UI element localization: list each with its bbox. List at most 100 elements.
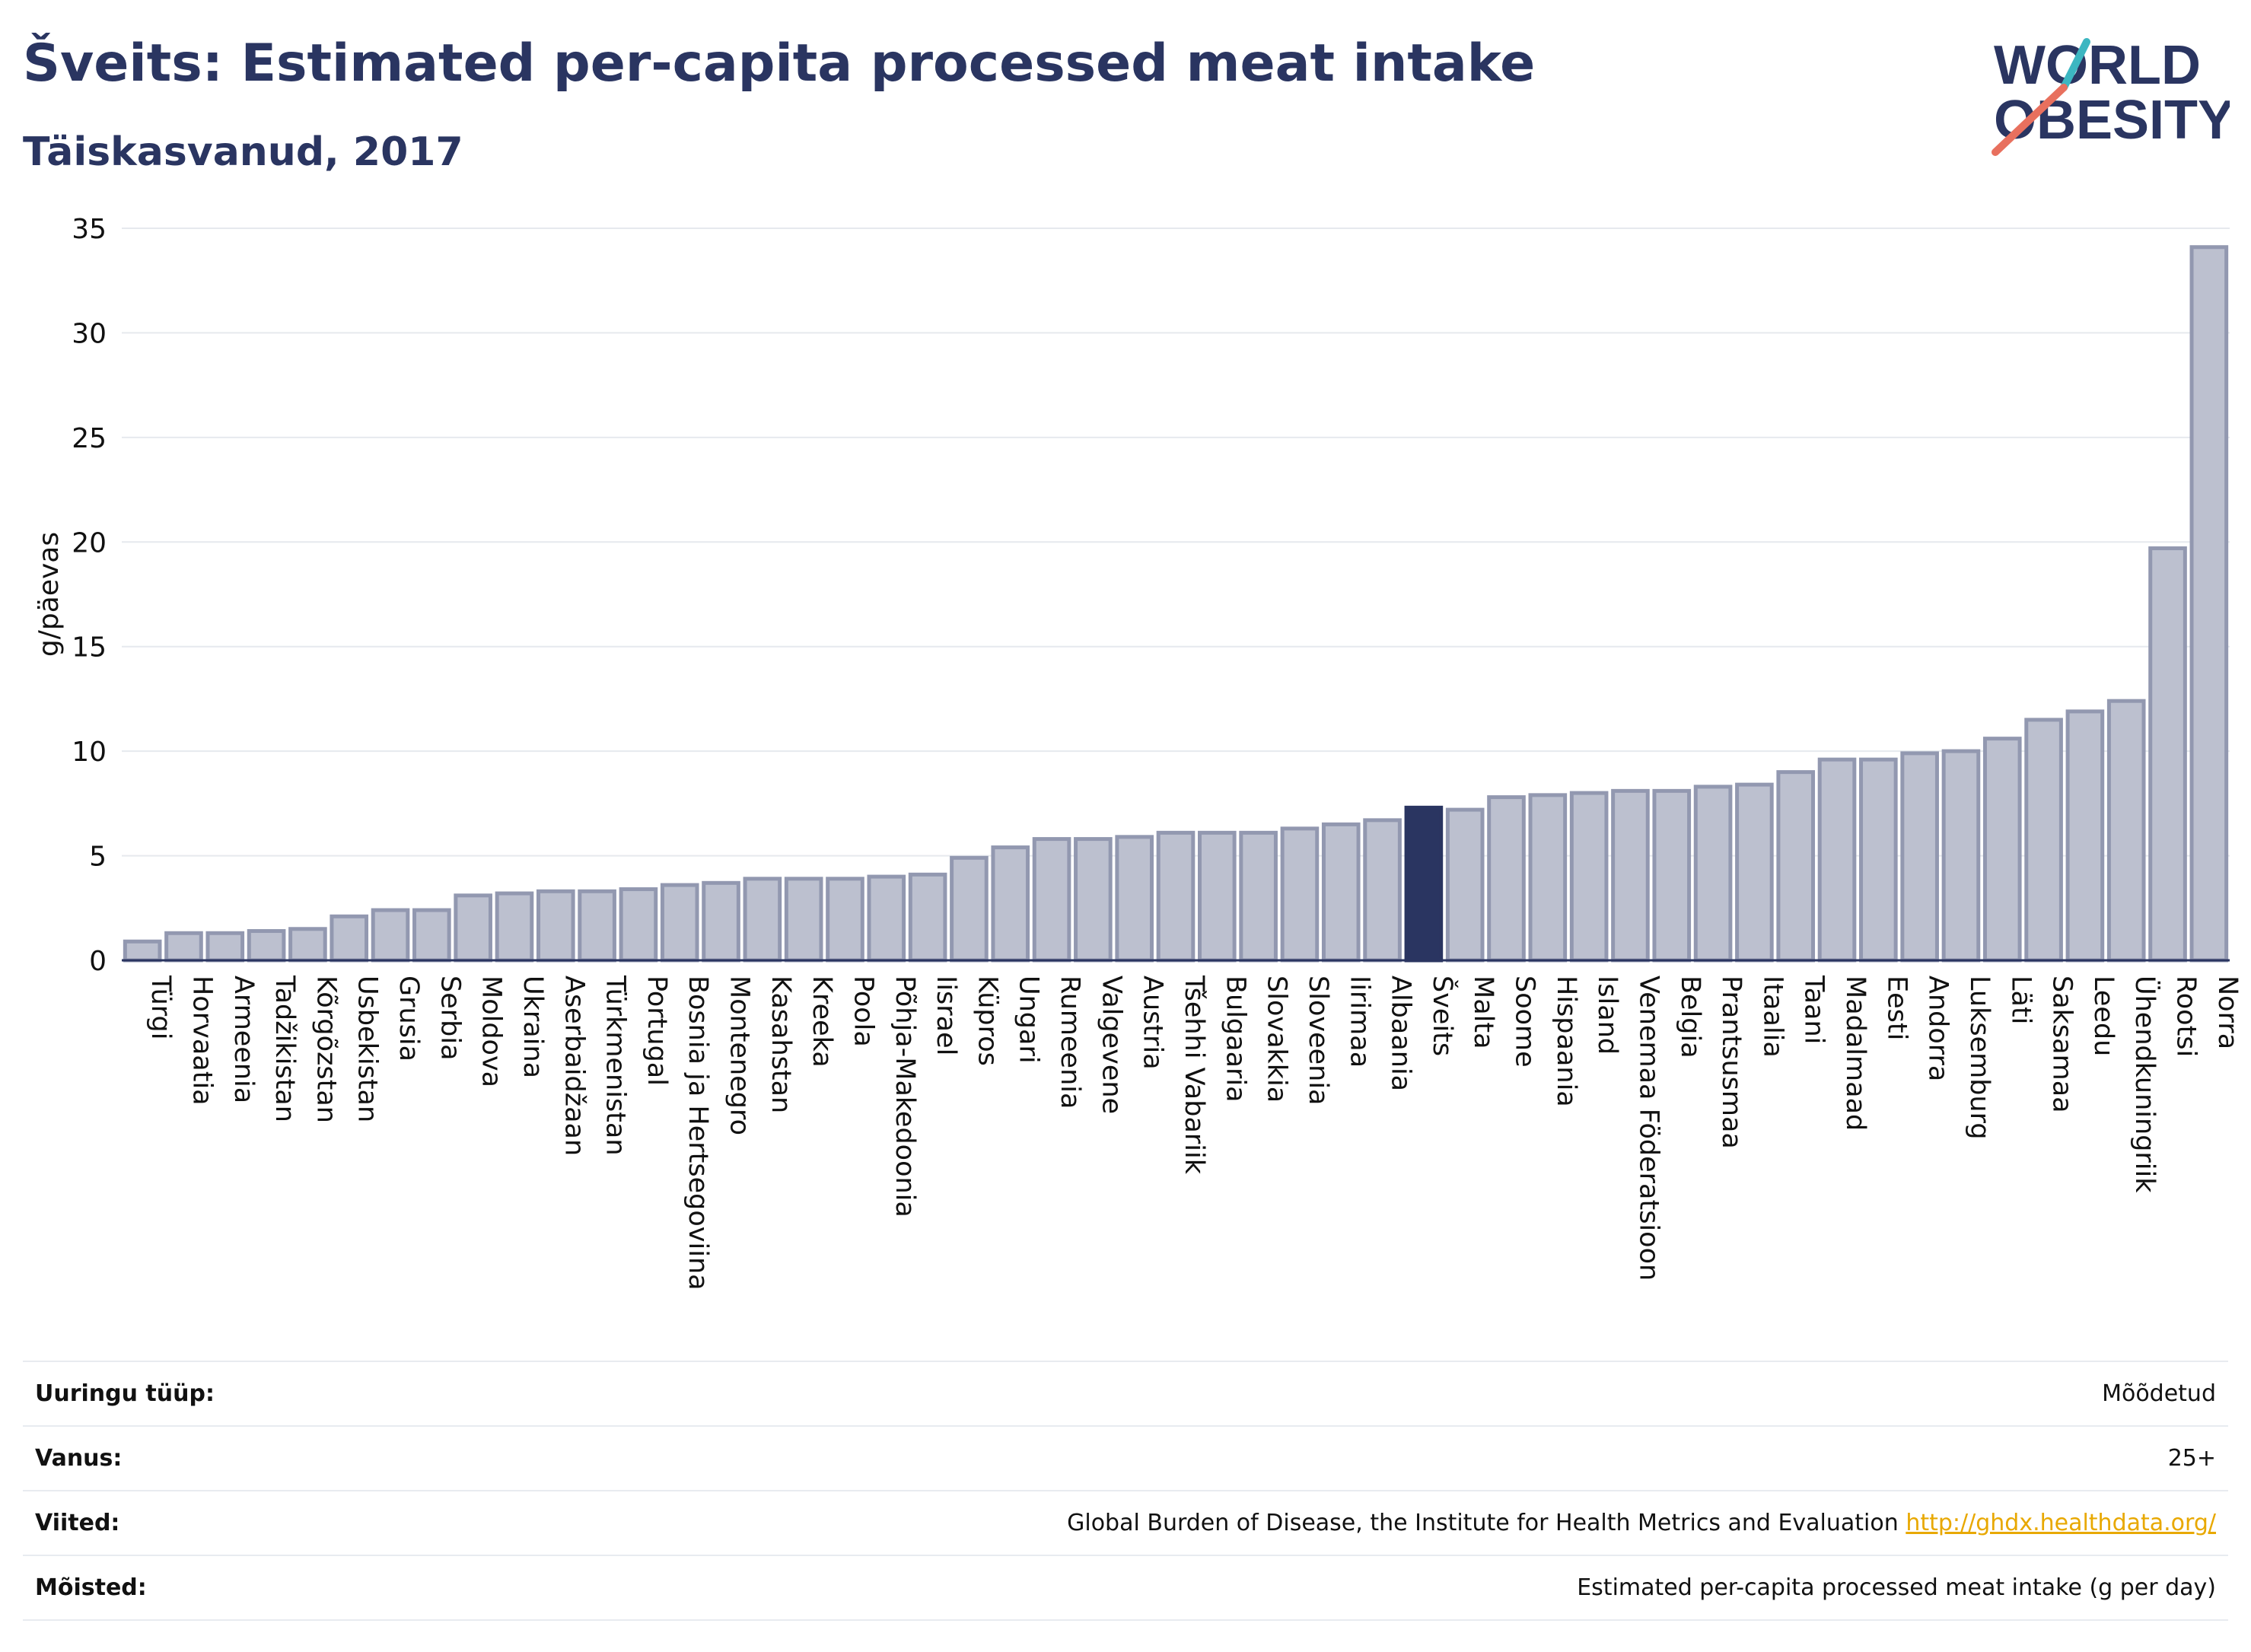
y-tick-label: 20 xyxy=(72,527,107,559)
x-tick-label: Portugal xyxy=(642,976,672,1086)
bar[interactable] xyxy=(1528,793,1568,963)
x-tick-label: Türkmenistan xyxy=(600,975,631,1156)
x-tick-label: Bosnia ja Hertsegoviina xyxy=(683,976,713,1291)
y-tick-label: 10 xyxy=(72,737,107,768)
bar[interactable] xyxy=(1156,830,1196,963)
bar[interactable] xyxy=(1900,751,1939,963)
x-tick-label: Eesti xyxy=(1881,976,1912,1040)
world-obesity-logo: WORLD OBESITY xyxy=(1992,35,2230,156)
bar[interactable] xyxy=(619,887,658,963)
bar[interactable] xyxy=(247,929,286,963)
bar[interactable] xyxy=(1074,837,1113,963)
bar[interactable] xyxy=(1198,830,1237,963)
x-tick-label: Rumeenia xyxy=(1055,976,1085,1109)
bar[interactable] xyxy=(288,927,327,963)
bar[interactable] xyxy=(330,914,369,963)
logo-slash-teal xyxy=(2060,38,2090,91)
x-tick-label: Serbia xyxy=(435,976,465,1061)
x-tick-label: Grusia xyxy=(393,976,424,1062)
x-tick-label: Iirimaa xyxy=(1344,976,1374,1068)
bar[interactable] xyxy=(2024,718,2063,963)
bar[interactable] xyxy=(1859,757,1898,963)
x-tick-label: Horvaatia xyxy=(186,976,217,1106)
bar[interactable] xyxy=(1404,805,1444,963)
bar[interactable] xyxy=(784,877,823,963)
bar[interactable] xyxy=(1817,757,1857,963)
bar[interactable] xyxy=(1321,822,1361,963)
meta-value: 25+ xyxy=(2167,1445,2216,1472)
x-tick-label: Norra xyxy=(2212,976,2243,1049)
x-tick-label: Valgevene xyxy=(1096,976,1126,1114)
x-tick-label: Aserbaidžaan xyxy=(559,976,589,1156)
y-tick-label: 0 xyxy=(89,946,107,977)
bar[interactable] xyxy=(2189,245,2229,963)
bar[interactable] xyxy=(908,872,947,963)
bar[interactable] xyxy=(1115,835,1154,963)
bar[interactable] xyxy=(123,939,162,963)
bar[interactable] xyxy=(950,855,989,963)
bar[interactable] xyxy=(454,893,492,963)
bar[interactable] xyxy=(1982,737,2022,963)
x-tick-label: Saksamaa xyxy=(2047,976,2077,1113)
y-tick-label: 15 xyxy=(72,632,107,664)
bar-chart: 0 5 10 15 20 25 30 35 Türgi Horvaatia Armeenia Tad… xyxy=(33,214,2243,1291)
bar[interactable] xyxy=(743,877,782,963)
bar[interactable] xyxy=(826,877,864,963)
x-tick-label: Tšehhi Vabariik xyxy=(1179,975,1209,1175)
bar[interactable] xyxy=(1569,791,1609,963)
bar[interactable] xyxy=(1280,826,1320,963)
y-tick-label: 25 xyxy=(72,423,107,454)
bar[interactable] xyxy=(1032,837,1071,963)
x-tick-label: Luksemburg xyxy=(1964,976,1995,1140)
x-tick-label: Andorra xyxy=(1923,976,1953,1081)
reference-link[interactable]: http://ghdx.healthdata.org/ xyxy=(1906,1510,2216,1536)
bar[interactable] xyxy=(867,874,906,963)
bar[interactable] xyxy=(578,889,616,963)
x-tick-label: Ukraina xyxy=(517,976,548,1078)
x-tick-label: Bulgaaria xyxy=(1220,976,1250,1103)
y-tick-label: 35 xyxy=(72,214,107,245)
meta-row-definitions: Mõisted: Estimated per-capita processed … xyxy=(23,1555,2228,1621)
meta-value: Mõõdetud xyxy=(2102,1380,2216,1407)
x-tick-label: Hispaania xyxy=(1551,976,1581,1107)
bar[interactable] xyxy=(371,908,410,963)
x-tick-label: Taani xyxy=(1799,975,1829,1044)
bar[interactable] xyxy=(2106,699,2146,963)
y-axis-label: g/päevas xyxy=(33,532,65,657)
x-tick-label: Tadžikistan xyxy=(269,975,300,1122)
meta-row-age: Vanus: 25+ xyxy=(23,1425,2228,1490)
bar[interactable] xyxy=(1776,770,1816,963)
bar[interactable] xyxy=(1735,782,1774,963)
x-tick-labels: Türgi Horvaatia Armeenia Tadžikistan Kõrgõzs… xyxy=(145,975,2243,1291)
x-tick-label: Belgia xyxy=(1675,976,1705,1058)
bar[interactable] xyxy=(991,845,1030,963)
x-tick-label: Rootsi xyxy=(2171,976,2202,1057)
bar[interactable] xyxy=(1239,830,1278,963)
x-tick-label: Sloveenia xyxy=(1303,976,1333,1106)
bar[interactable] xyxy=(1611,788,1650,963)
bar[interactable] xyxy=(660,883,699,963)
bar[interactable] xyxy=(536,889,575,963)
bar[interactable] xyxy=(1941,749,1981,963)
bar[interactable] xyxy=(1363,818,1402,963)
x-tick-label: Kasahstan xyxy=(766,976,796,1113)
bar[interactable] xyxy=(2065,709,2105,963)
x-tick-label: Island xyxy=(1592,976,1622,1055)
x-tick-label: Iisrael xyxy=(931,976,961,1055)
meta-label: Uuringu tüüp: xyxy=(35,1380,215,1407)
bar[interactable] xyxy=(205,931,245,963)
x-tick-label: Albaania xyxy=(1386,976,1416,1091)
meta-value: Estimated per-capita processed meat inta… xyxy=(1577,1574,2216,1601)
bar[interactable] xyxy=(702,880,740,963)
bar[interactable] xyxy=(1445,807,1485,963)
x-tick-label: Itaalia xyxy=(1757,976,1788,1058)
bar[interactable] xyxy=(1693,785,1733,963)
logo-line1: WORLD xyxy=(1994,35,2201,96)
bar[interactable] xyxy=(1652,788,1692,963)
bar[interactable] xyxy=(2148,546,2187,963)
bar[interactable] xyxy=(164,931,203,963)
bar[interactable] xyxy=(495,891,534,963)
bar[interactable] xyxy=(412,908,451,963)
x-tick-label: Läti xyxy=(2005,976,2036,1024)
bar[interactable] xyxy=(1487,795,1526,963)
